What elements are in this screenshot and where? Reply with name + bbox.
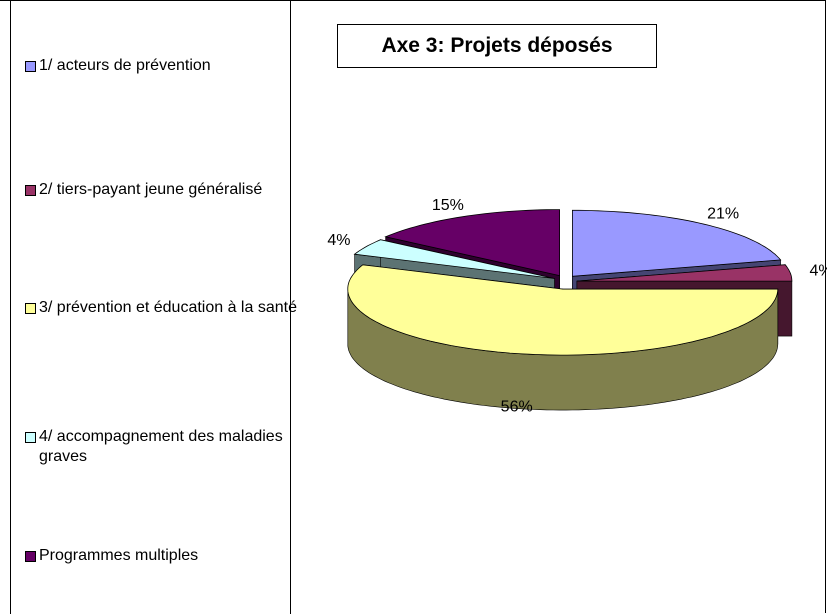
legend-entry: 1/ acteurs de prévention bbox=[25, 56, 301, 76]
data-label: 56% bbox=[501, 399, 533, 416]
data-label: 21% bbox=[707, 205, 739, 222]
slice bbox=[347, 264, 779, 356]
legend-entry: 4/ accompagnement des maladies graves bbox=[25, 427, 301, 467]
legend-swatch bbox=[25, 185, 36, 196]
legend-label: 4/ accompagnement des maladies graves bbox=[39, 428, 283, 465]
legend-entry: 3/ prévention et éducation à la santé bbox=[25, 298, 301, 318]
legend-label: 1/ acteurs de prévention bbox=[39, 57, 211, 74]
slice bbox=[353, 239, 555, 279]
legend-entry: 2/ tiers-payant jeune généralisé bbox=[25, 180, 301, 200]
legend-label: Programmes multiples bbox=[39, 547, 199, 564]
chart-title: Axe 3: Projets déposés bbox=[337, 24, 657, 68]
legend-swatch bbox=[25, 61, 36, 72]
data-label: 4% bbox=[327, 232, 350, 249]
legend-label: 3/ prévention et éducation à la santé bbox=[39, 299, 297, 316]
legend-swatch bbox=[25, 432, 36, 443]
data-label: 15% bbox=[432, 197, 464, 214]
slice bbox=[572, 209, 782, 277]
data-label: 4% bbox=[809, 262, 827, 279]
legend: 1/ acteurs de prévention 2/ tiers-payant … bbox=[10, 0, 297, 614]
legend-swatch bbox=[25, 551, 36, 562]
slice bbox=[384, 209, 560, 277]
legend-label: 2/ tiers-payant jeune généralisé bbox=[39, 181, 263, 198]
legend-swatch bbox=[25, 303, 36, 314]
slice bbox=[576, 264, 793, 282]
legend-entry: Programmes multiples bbox=[25, 546, 301, 566]
